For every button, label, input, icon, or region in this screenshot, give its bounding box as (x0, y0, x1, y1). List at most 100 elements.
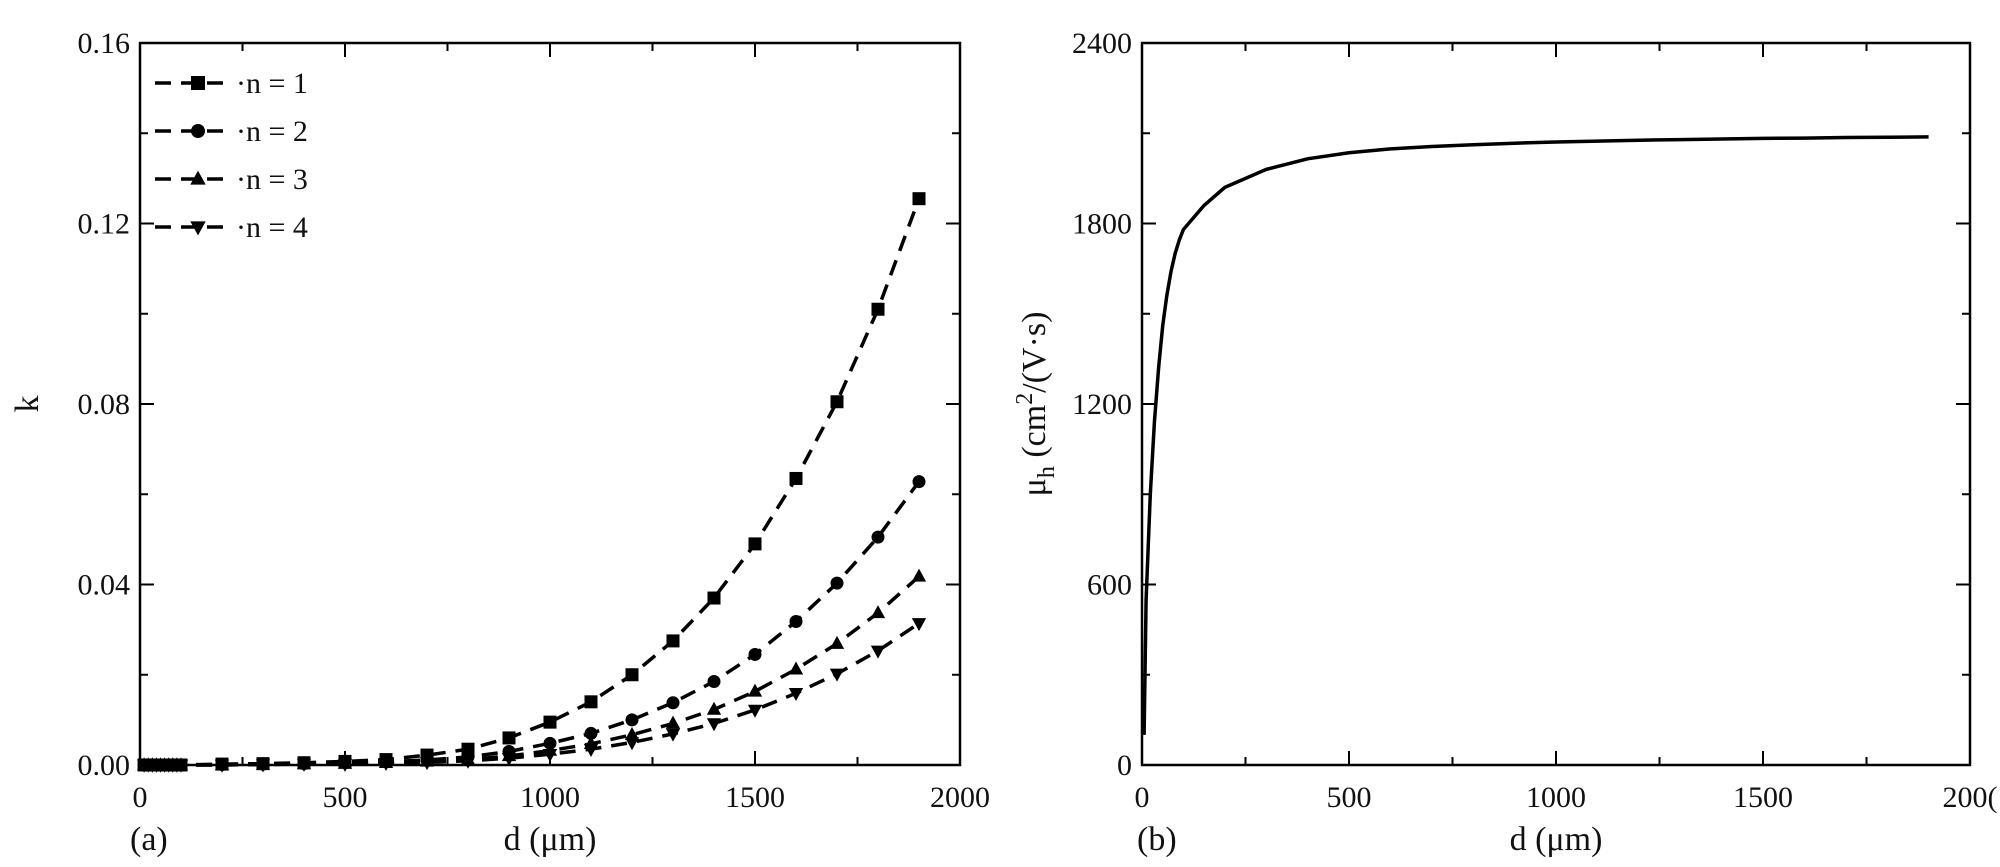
panel-a-curves (144, 198, 921, 767)
data-point-n4 (255, 759, 271, 773)
panel-a-markers (136, 192, 927, 773)
data-point-n3 (665, 715, 681, 729)
data-point-n2 (748, 647, 762, 661)
data-point-n3 (911, 568, 927, 582)
series-line-n1 (144, 198, 921, 767)
series-line-n2 (144, 480, 921, 767)
panel-b-ytick-label: 600 (1087, 569, 1132, 602)
mobility-curve (1142, 135, 1929, 735)
data-point-n1 (625, 668, 639, 682)
panel-b-ylabel-close: /(V·s) (1016, 312, 1053, 393)
legend-label-n3: ·n = 3 (236, 163, 308, 196)
legend-label-n4: ·n = 4 (236, 211, 308, 244)
data-point-n4 (911, 618, 927, 632)
data-point-n1 (871, 302, 885, 316)
panel-b-xlabel: d (μm) (1510, 821, 1603, 858)
panel-b-plot-frame (1140, 41, 1972, 767)
panel-a-xlabel: d (μm) (504, 821, 597, 858)
panel-a-ylabel: k (9, 396, 46, 413)
panel-a-xtick-label: 2000 (930, 781, 990, 814)
panel-b-xtick-label: 1000 (1526, 781, 1586, 814)
data-point-n1 (543, 715, 557, 729)
data-point-n3 (829, 635, 845, 649)
data-point-n4 (583, 744, 599, 758)
legend-marker-n3 (190, 170, 206, 185)
data-point-n1 (748, 537, 762, 551)
legend-marker-n1 (191, 76, 205, 90)
legend-label-n2: ·n = 2 (236, 115, 308, 148)
data-point-n4 (460, 755, 476, 769)
data-point-n2 (707, 675, 721, 689)
data-point-n4 (829, 668, 845, 682)
data-point-n4 (214, 759, 230, 773)
data-point-n4 (870, 645, 886, 659)
panel-a-ytick-label: 0.16 (78, 27, 131, 60)
panel-b-ylabel-sub: h (1034, 466, 1060, 478)
panel-a-ytick-label: 0.12 (78, 208, 131, 241)
panel-a-ytick-label: 0.08 (78, 388, 131, 421)
panel-b-label: (b) (1137, 821, 1177, 858)
data-point-n4 (501, 753, 517, 767)
panel-b-curves (1142, 135, 1929, 735)
data-point-n4 (665, 728, 681, 742)
panel-a-ticks: 0 500 1000 1500 2000 0.00 0.04 0.08 0.12 0.16 (78, 27, 991, 814)
data-point-n3 (747, 683, 763, 697)
panel-b-ytick-label: 2400 (1072, 27, 1132, 60)
data-point-n3 (706, 701, 722, 715)
data-point-n4 (296, 758, 312, 772)
panel-b-ylabel-mu: μ (1016, 478, 1053, 496)
panel-a-xtick-label: 0 (133, 781, 148, 814)
panel-b-ytick-label: 1200 (1072, 388, 1132, 421)
data-point-n1 (912, 192, 926, 206)
data-point-n4 (788, 688, 804, 702)
panel-a-legend: ·n = 1 ·n = 2 ·n = 3 ·n = 4 (155, 67, 308, 244)
series-line-n3 (144, 575, 921, 767)
data-point-n1 (830, 395, 844, 409)
panel-b-ylabel: μh (cm2/(V·s) (1012, 312, 1060, 497)
series-line-n4 (144, 621, 920, 767)
data-point-n1 (707, 591, 721, 605)
data-point-n2 (666, 696, 680, 710)
panel-b-xtick-label: 0 (1135, 781, 1150, 814)
data-point-n2 (789, 615, 803, 629)
legend-label-n1: ·n = 1 (236, 67, 308, 100)
data-point-n1 (584, 695, 598, 709)
data-point-n4 (542, 748, 558, 762)
data-point-n4 (337, 758, 353, 772)
data-point-n4 (419, 757, 435, 771)
data-point-n2 (912, 475, 926, 489)
data-point-n2 (584, 726, 598, 740)
panel-a-label: (a) (130, 821, 168, 858)
data-point-n4 (378, 757, 394, 771)
panel-b-xtick-label: 500 (1327, 781, 1372, 814)
panel-b-ylabel-open: (cm (1016, 405, 1053, 466)
data-point-n4 (706, 718, 722, 732)
data-point-n1 (502, 731, 516, 745)
panel-a: 0 500 1000 1500 2000 0.00 0.04 0.08 0.12 0.16 ·n … (9, 27, 990, 858)
panel-b-xtick-label: 200( (1943, 781, 1998, 814)
panel-b-ylabel-sup: 2 (1012, 393, 1038, 405)
data-point-n2 (830, 576, 844, 590)
panel-a-xtick-label: 1500 (725, 781, 785, 814)
data-point-n3 (624, 726, 640, 740)
panel-b-xtick-label: 1500 (1733, 781, 1793, 814)
panel-a-xtick-label: 1000 (520, 781, 580, 814)
panel-b: 0 500 1000 1500 200( 0 600 1200 1800 2400 μh (cm2… (1012, 27, 1998, 858)
panel-b-ytick-label: 0 (1117, 749, 1132, 782)
data-point-n4 (173, 759, 189, 773)
legend-marker-n2 (191, 124, 205, 138)
panel-b-ticks: 0 500 1000 1500 200( 0 600 1200 1800 2400 (1072, 27, 1998, 814)
panel-b-ytick-label: 1800 (1072, 208, 1132, 241)
data-point-n1 (666, 634, 680, 648)
data-point-n2 (625, 713, 639, 727)
panel-a-xtick-label: 500 (323, 781, 368, 814)
legend-marker-n4 (190, 221, 206, 236)
data-point-n3 (870, 605, 886, 619)
data-point-n3 (788, 661, 804, 675)
data-point-n1 (789, 471, 803, 485)
data-point-n4 (747, 704, 763, 718)
panel-a-ytick-label: 0.00 (78, 749, 131, 782)
data-point-n2 (871, 530, 885, 544)
data-point-n4 (624, 737, 640, 751)
